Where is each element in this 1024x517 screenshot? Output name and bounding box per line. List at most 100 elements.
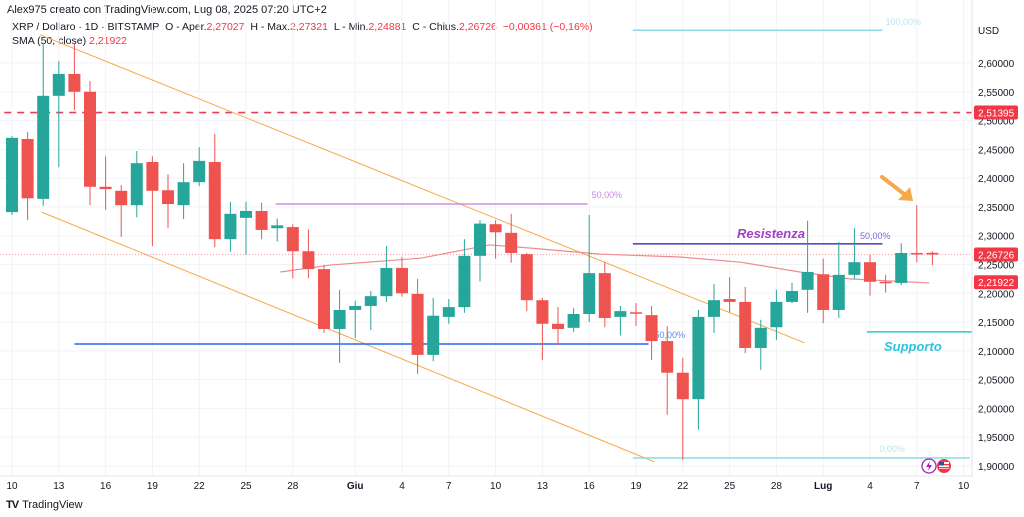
candle-body xyxy=(926,252,939,255)
candle-body xyxy=(848,262,861,275)
tradingview-logo[interactable]: TV TradingView xyxy=(6,499,83,511)
sma-legend[interactable]: SMA (50, close) 2,21922 xyxy=(12,34,593,48)
resistance-label: Resistenza xyxy=(737,226,805,241)
candle xyxy=(177,163,190,220)
candle-body xyxy=(224,213,237,240)
candle-body xyxy=(864,262,876,282)
candle-body xyxy=(598,273,611,319)
chart-credit: Alex975 creato con TradingView.com, Lug … xyxy=(7,4,327,16)
candle-body xyxy=(817,274,830,310)
channel-upper-line xyxy=(39,34,805,344)
y-tick-label: 2,10000 xyxy=(978,347,1015,358)
y-tick-label: 1,90000 xyxy=(978,462,1015,473)
candle-body xyxy=(536,300,549,324)
candle xyxy=(458,239,471,313)
candle xyxy=(52,61,65,168)
tradingview-logo-mark: TV xyxy=(6,499,19,511)
drawings: 100,00% 0,00% 50,00% 50,00% Resistenza 50,00%… xyxy=(0,17,972,463)
x-tick-label: 4 xyxy=(867,481,873,492)
candle xyxy=(349,300,362,339)
price-label-badge xyxy=(974,275,1018,290)
candle xyxy=(723,277,736,313)
candle xyxy=(645,305,658,361)
x-tick-label: Giu xyxy=(347,481,364,492)
candle-body xyxy=(474,223,486,256)
x-tick-label: 22 xyxy=(194,481,206,492)
x-tick-label: 7 xyxy=(446,481,452,492)
candle-body xyxy=(115,190,128,206)
candle xyxy=(832,242,845,319)
channel-lower-line xyxy=(41,211,655,463)
candle xyxy=(614,305,627,336)
candle xyxy=(68,44,81,111)
candle xyxy=(583,214,596,323)
candle xyxy=(427,297,440,362)
candle-body xyxy=(442,307,455,317)
candle-body xyxy=(895,252,908,283)
candle-body xyxy=(302,251,315,270)
x-tick-label: 19 xyxy=(147,481,159,492)
candle-body xyxy=(52,73,65,96)
candle-body xyxy=(162,190,174,205)
x-tick-label: 10 xyxy=(490,481,502,492)
close-value: 2,26726 xyxy=(458,21,497,33)
candle xyxy=(661,326,674,415)
candle-body xyxy=(349,305,362,310)
candle-body xyxy=(6,137,18,213)
candle xyxy=(396,257,408,297)
candles xyxy=(6,42,939,461)
price-label-text: 2,51395 xyxy=(978,109,1015,120)
x-tick-label: 28 xyxy=(771,481,783,492)
symbol-title[interactable]: XRP / Dollaro · 1D · BITSTAMP xyxy=(12,21,160,33)
candle-body xyxy=(676,372,689,400)
candle-body xyxy=(130,163,143,206)
candle-body xyxy=(739,301,752,348)
candle xyxy=(84,80,96,206)
candle-body xyxy=(255,210,268,230)
candle xyxy=(879,274,892,293)
candle xyxy=(193,147,206,187)
y-tick-label: 2,15000 xyxy=(978,318,1015,329)
candle-body xyxy=(505,232,518,253)
candle xyxy=(474,220,486,282)
candle-body xyxy=(770,301,783,328)
candle-body xyxy=(708,300,720,317)
candle-body xyxy=(786,290,798,302)
low-value: 2,24881 xyxy=(368,21,407,33)
candle xyxy=(848,228,861,279)
candle-body xyxy=(68,73,81,92)
candle-body xyxy=(193,160,206,183)
x-tick-label: 10 xyxy=(6,481,18,492)
fib-mid-blue-label: 50,00% xyxy=(654,330,685,340)
us-flag-icon[interactable] xyxy=(937,459,951,473)
sma-label: SMA (50, close) xyxy=(12,35,87,47)
candle xyxy=(255,202,268,240)
candle-body xyxy=(271,225,284,229)
candle xyxy=(130,151,143,218)
candle xyxy=(411,278,424,374)
candle-body xyxy=(99,186,112,190)
tradingview-logo-text: TradingView xyxy=(22,499,83,511)
candle xyxy=(926,251,939,266)
price-label-badge xyxy=(974,247,1018,262)
candle-body xyxy=(84,91,96,187)
lightning-icon[interactable] xyxy=(921,458,937,474)
x-tick-label: 7 xyxy=(914,481,920,492)
ohlc-legend: XRP / Dollaro · 1D · BITSTAMP O - Aper.2… xyxy=(12,20,593,34)
candle-body xyxy=(692,316,705,400)
candle-body xyxy=(458,255,471,308)
x-tick-label: 4 xyxy=(399,481,405,492)
candle xyxy=(37,42,50,206)
candle-body xyxy=(21,138,34,199)
candle xyxy=(536,297,549,361)
candle xyxy=(21,132,34,221)
x-tick-label: 25 xyxy=(724,481,736,492)
y-tick-label: 2,20000 xyxy=(978,289,1015,300)
y-tick-label: 2,05000 xyxy=(978,376,1015,387)
arrow-annotation xyxy=(880,175,913,201)
candle-body xyxy=(286,227,299,252)
candle xyxy=(864,254,876,296)
y-tick-label: 1,95000 xyxy=(978,433,1015,444)
x-tick-label: 10 xyxy=(958,481,970,492)
